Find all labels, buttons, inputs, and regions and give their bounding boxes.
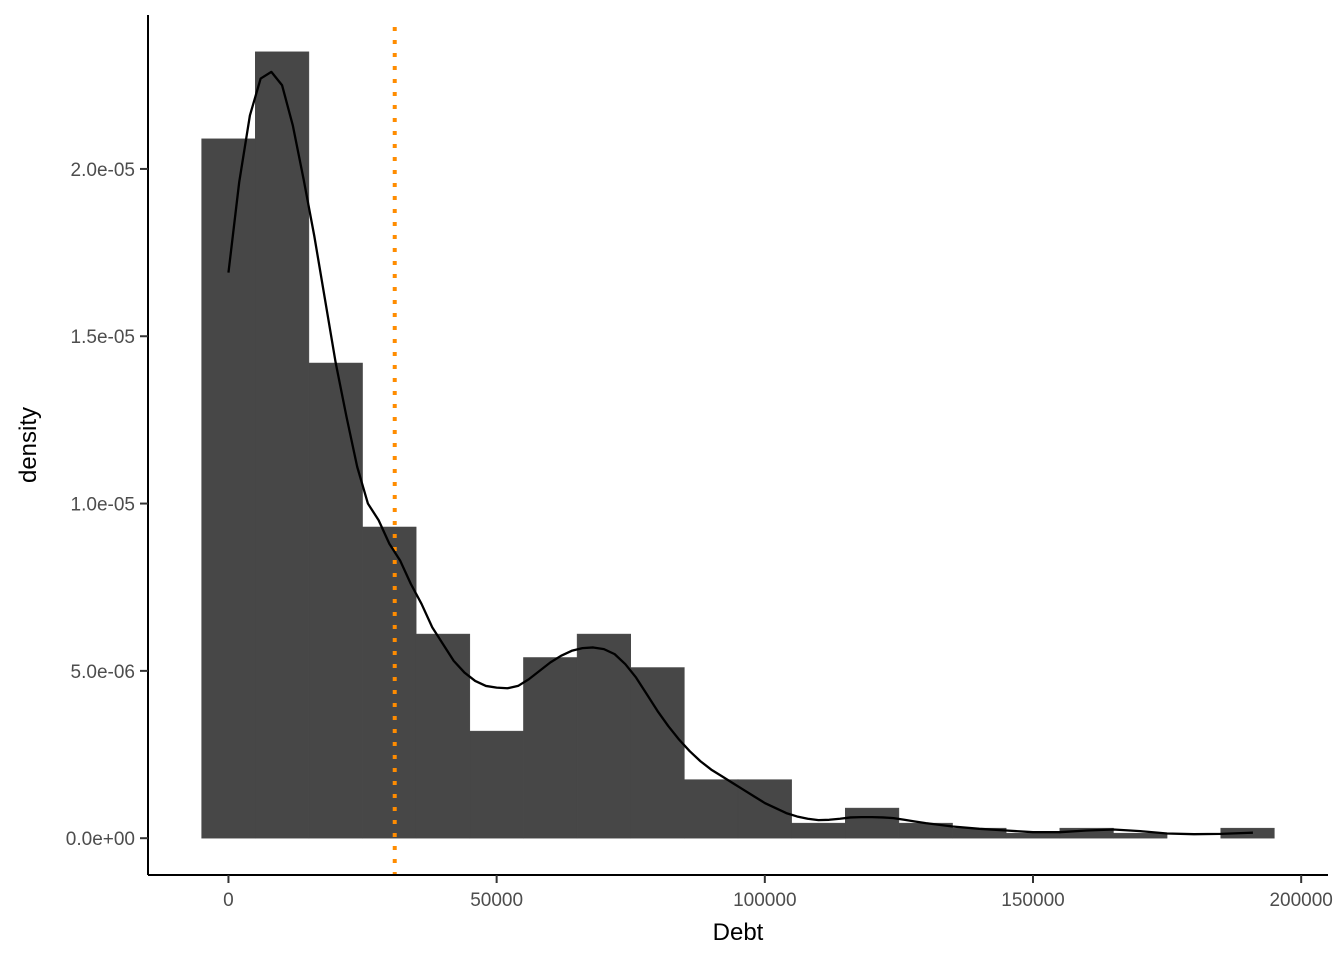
x-tick-label: 50000: [470, 890, 523, 911]
histogram-bar-10: [737, 779, 792, 839]
histogram-bar-12: [845, 807, 900, 839]
histogram-bar-1: [255, 51, 310, 839]
y-tick-label: 5.0e-06: [71, 662, 135, 683]
axes: [147, 15, 1328, 876]
x-axis-title: Debt: [713, 919, 764, 946]
x-tick-label: 100000: [733, 890, 796, 911]
x-axis-ticks: 0 50000 100000 150000 200000: [223, 875, 1333, 911]
histogram-bars: [201, 51, 1275, 839]
y-axis-ticks: 0.0e+00 5.0e-06 1.0e-05 1.5e-05 2.0e-05: [66, 160, 148, 850]
histogram-bar-3: [362, 526, 417, 839]
histogram-bar-2: [308, 362, 363, 839]
histogram-bar-8: [630, 667, 685, 839]
y-axis-title: density: [15, 407, 42, 483]
density-curve: [227, 70, 1253, 836]
x-tick-label: 200000: [1269, 890, 1332, 911]
x-tick-label: 150000: [1001, 890, 1064, 911]
histogram-bar-7: [576, 633, 631, 839]
y-tick-label: 0.0e+00: [66, 829, 135, 850]
histogram-bar-0: [201, 138, 256, 839]
y-tick-label: 1.5e-05: [71, 327, 135, 348]
density-curve-layer: [227, 70, 1253, 836]
histogram-bar-15: [1005, 832, 1061, 839]
y-tick-label: 2.0e-05: [71, 160, 135, 181]
histogram-bar-9: [684, 779, 739, 839]
histogram-bar-11: [791, 822, 846, 839]
histogram-bar-4: [415, 633, 471, 839]
histogram-bar-17: [1113, 832, 1168, 839]
y-tick-label: 1.0e-05: [71, 495, 135, 516]
x-tick-label: 0: [223, 890, 234, 911]
histogram-bar-5: [469, 730, 524, 839]
histogram-bar-6: [523, 657, 578, 839]
